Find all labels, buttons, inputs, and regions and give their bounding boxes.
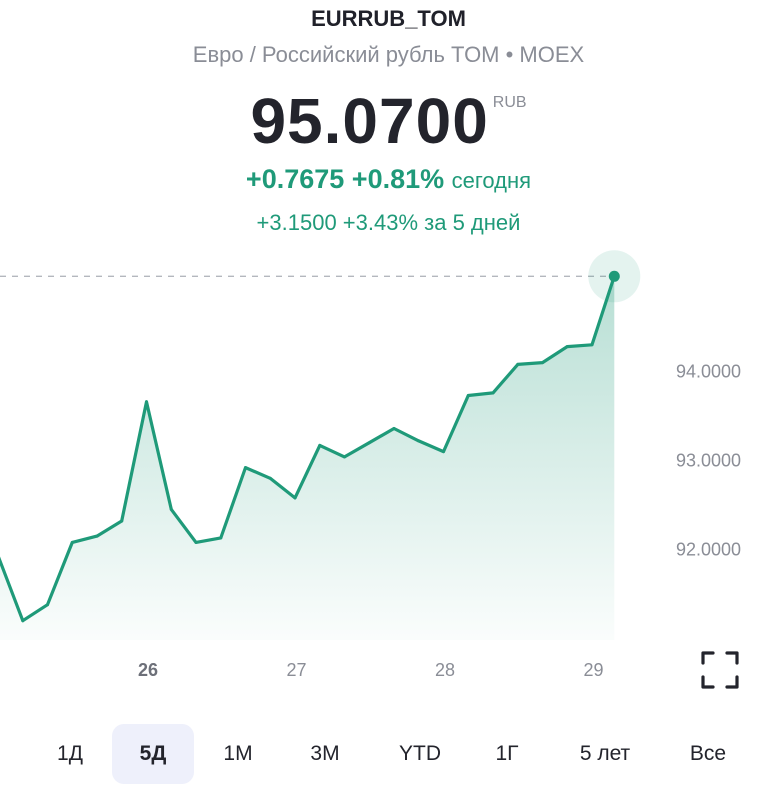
data-point (392, 427, 396, 430)
data-point (293, 496, 297, 500)
x-tick-label: 28 (435, 660, 455, 680)
change-pct: +0.81% (351, 164, 445, 194)
price-line (0, 274, 616, 623)
data-point (21, 619, 25, 623)
period-tab[interactable]: Все (689, 742, 727, 765)
currency-label: RUB (492, 94, 527, 111)
data-point (95, 534, 99, 538)
instrument-subtitle: Евро / Российский рубль TOM • MOEX (192, 42, 585, 67)
ticker-symbol: EURRUB_TOM (311, 6, 466, 31)
x-tick-label: 27 (286, 660, 306, 680)
data-point (268, 476, 272, 480)
period-tab[interactable]: 1Д (57, 742, 83, 765)
price-chart[interactable]: 94.0000 93.0000 92.0000 26 27 28 29 (0, 240, 777, 700)
period-tab[interactable]: YTD (399, 742, 441, 765)
x-tick-label: 26 (138, 660, 158, 680)
data-point (491, 391, 495, 395)
current-price-dot (608, 270, 620, 282)
data-point (46, 603, 49, 607)
period-selector: 1Д 5Д 1М 3М YTD 1Г 5 лет Все (30, 724, 750, 784)
current-price: 95.0700 (250, 85, 489, 157)
y-tick-label: 94.0000 (676, 362, 741, 382)
change-today: +0.7675 +0.81% сегодня (0, 164, 777, 195)
data-point (318, 443, 322, 447)
change-label: сегодня (451, 168, 532, 193)
data-point (244, 466, 247, 470)
change-abs: +0.7675 (245, 164, 345, 194)
data-point (343, 455, 346, 459)
fullscreen-button[interactable] (700, 650, 740, 690)
data-point (442, 450, 445, 454)
period-tab[interactable]: 5 лет (579, 742, 631, 765)
data-point (590, 343, 594, 347)
data-point (145, 400, 148, 404)
x-tick-label: 29 (583, 660, 603, 680)
change-period: +3.1500 +3.43% за 5 дней (256, 210, 521, 235)
data-point (194, 540, 198, 544)
y-tick-label: 93.0000 (676, 451, 741, 471)
period-tab[interactable]: 3М (310, 742, 340, 765)
y-tick-label: 92.0000 (676, 540, 741, 560)
data-point (169, 507, 173, 511)
data-point (417, 439, 421, 443)
period-tab[interactable]: 5Д (112, 724, 194, 784)
data-point (367, 441, 371, 445)
data-point (466, 394, 470, 397)
data-point (219, 536, 223, 540)
period-tab[interactable]: 1М (223, 742, 253, 765)
data-point (70, 540, 74, 544)
price-row: 95.0700 RUB (0, 84, 777, 158)
data-point (516, 362, 520, 366)
price-area-fill (0, 276, 615, 640)
expand-icon (701, 651, 739, 689)
data-point (565, 345, 569, 349)
data-point (120, 519, 124, 523)
period-tab[interactable]: 1Г (495, 742, 519, 765)
data-point (541, 361, 544, 365)
